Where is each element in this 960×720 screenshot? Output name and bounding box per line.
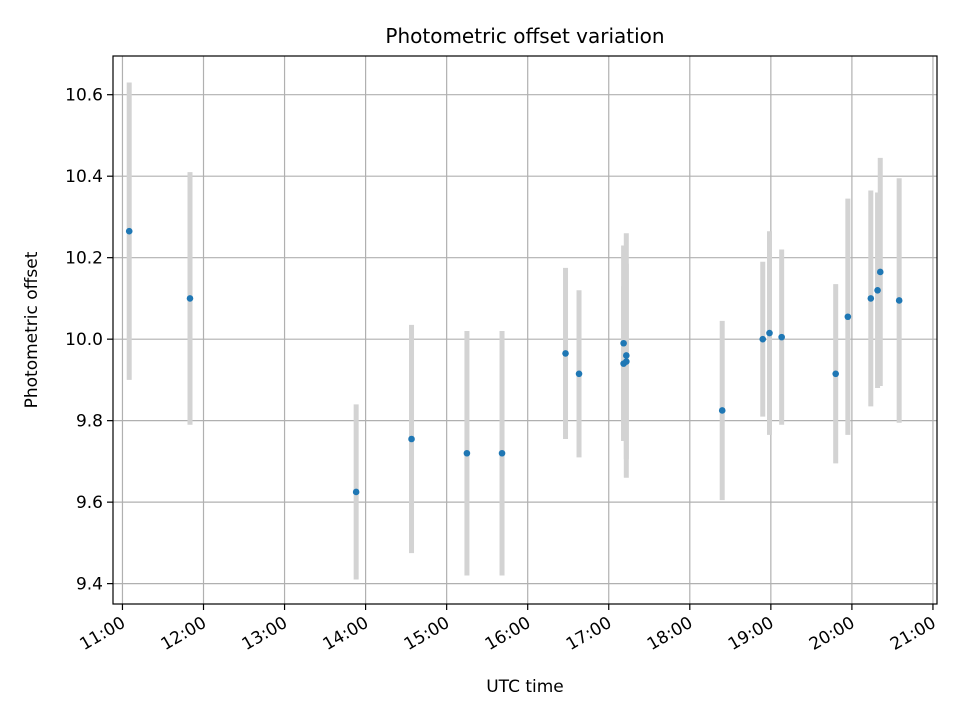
data-point xyxy=(867,295,875,302)
data-point xyxy=(623,352,630,359)
data-point xyxy=(778,333,785,341)
grid xyxy=(113,56,937,604)
data-point xyxy=(186,295,194,302)
data-point xyxy=(463,449,471,457)
data-point xyxy=(623,358,630,365)
data-point xyxy=(575,370,583,378)
x-axis-label: UTC time xyxy=(486,677,564,697)
plot-frame xyxy=(112,55,938,605)
data-point xyxy=(766,329,773,337)
y-axis-label: Photometric offset xyxy=(22,251,42,408)
chart-title: Photometric offset variation xyxy=(385,24,664,48)
data-point xyxy=(620,339,627,347)
data-point xyxy=(125,227,133,235)
data-point xyxy=(874,286,881,294)
data-point xyxy=(352,488,360,496)
y-tick-label: 10.0 xyxy=(65,330,103,350)
y-axis-ticks: 9.4 9.6 9.8 10.0 10.2 10.4 10.6 xyxy=(65,86,113,595)
y-tick-label: 10.4 xyxy=(65,167,103,187)
data-point xyxy=(895,297,903,304)
data-points xyxy=(125,227,903,496)
y-tick-label: 9.6 xyxy=(76,493,103,513)
data-point xyxy=(498,449,506,457)
data-point xyxy=(562,350,569,357)
data-point xyxy=(832,370,839,378)
data-point xyxy=(718,407,726,414)
data-point xyxy=(876,268,884,276)
data-point xyxy=(408,435,415,443)
y-tick-label: 10.2 xyxy=(65,249,103,269)
data-point xyxy=(844,313,852,321)
data-point xyxy=(759,335,767,343)
y-tick-label: 10.6 xyxy=(65,86,103,106)
y-tick-label: 9.4 xyxy=(76,575,103,595)
y-tick-label: 9.8 xyxy=(76,412,103,432)
